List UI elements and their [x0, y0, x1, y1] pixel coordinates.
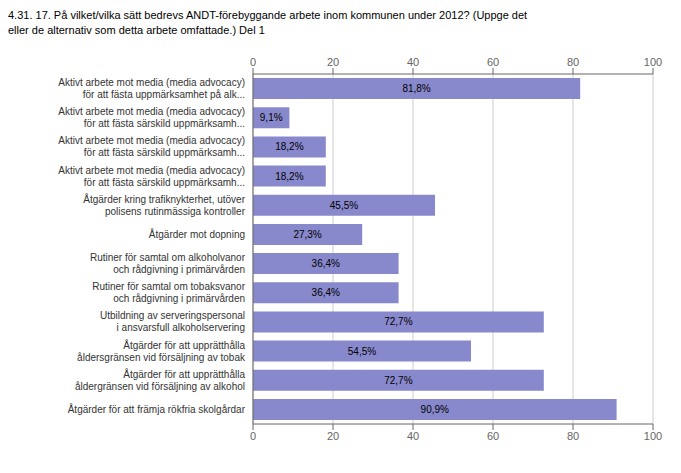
svg-text:80: 80	[567, 56, 579, 68]
svg-text:18,2%: 18,2%	[275, 171, 303, 182]
svg-text:36,4%: 36,4%	[312, 258, 340, 269]
svg-text:Åtgärder kring trafiknykterhet: Åtgärder kring trafiknykterhet, utöverpo…	[83, 193, 245, 217]
svg-text:Åtgärder mot dopning: Åtgärder mot dopning	[149, 228, 245, 240]
svg-text:Utbildning av serveringsperson: Utbildning av serveringspersonali ansvar…	[100, 310, 245, 333]
svg-text:9,1%: 9,1%	[260, 112, 283, 123]
svg-text:72,7%: 72,7%	[384, 375, 412, 386]
svg-text:80: 80	[567, 430, 579, 442]
svg-text:81,8%: 81,8%	[402, 83, 430, 94]
svg-text:90,9%: 90,9%	[421, 404, 449, 415]
svg-text:Rutiner för samtal om tobaksva: Rutiner för samtal om tobaksvanoroch råd…	[92, 281, 246, 304]
svg-text:20: 20	[327, 430, 339, 442]
svg-text:20: 20	[327, 56, 339, 68]
html-text:eller de alternativ som detta: eller de alternativ som detta arbete omf…	[8, 24, 265, 36]
svg-text:60: 60	[487, 430, 499, 442]
svg-text:54,5%: 54,5%	[348, 346, 376, 357]
svg-text:45,5%: 45,5%	[330, 200, 358, 211]
svg-text:72,7%: 72,7%	[384, 316, 412, 327]
svg-text:Åtgärder för att upprätthållaå: Åtgärder för att upprätthållaåldergränse…	[75, 368, 246, 392]
svg-text:0: 0	[250, 430, 256, 442]
svg-text:Åtgärder för att främja rökfri: Åtgärder för att främja rökfria skolgård…	[68, 403, 246, 415]
html-text:4.31. 17. På vilket/vilka sätt: 4.31. 17. På vilket/vilka sätt bedrevs A…	[8, 9, 528, 21]
svg-text:60: 60	[487, 56, 499, 68]
svg-text:100: 100	[644, 56, 662, 68]
svg-text:40: 40	[407, 56, 419, 68]
svg-text:Aktivt arbete mot media (media: Aktivt arbete mot media (media advocacy)…	[58, 135, 245, 158]
svg-text:40: 40	[407, 430, 419, 442]
svg-text:Aktivt arbete mot media (media: Aktivt arbete mot media (media advocacy)…	[58, 77, 245, 100]
svg-text:27,3%: 27,3%	[293, 229, 321, 240]
svg-text:36,4%: 36,4%	[312, 287, 340, 298]
svg-text:Åtgärder för att upprätthållaå: Åtgärder för att upprätthållaåldersgräns…	[77, 339, 246, 363]
svg-text:Aktivt arbete mot media (media: Aktivt arbete mot media (media advocacy)…	[58, 106, 245, 129]
svg-text:100: 100	[644, 430, 662, 442]
svg-text:Aktivt arbete mot media (media: Aktivt arbete mot media (media advocacy)…	[58, 165, 245, 188]
svg-text:Rutiner för samtal om alkoholv: Rutiner för samtal om alkoholvanoroch rå…	[90, 252, 246, 275]
svg-text:18,2%: 18,2%	[275, 141, 303, 152]
svg-text:0: 0	[250, 56, 256, 68]
